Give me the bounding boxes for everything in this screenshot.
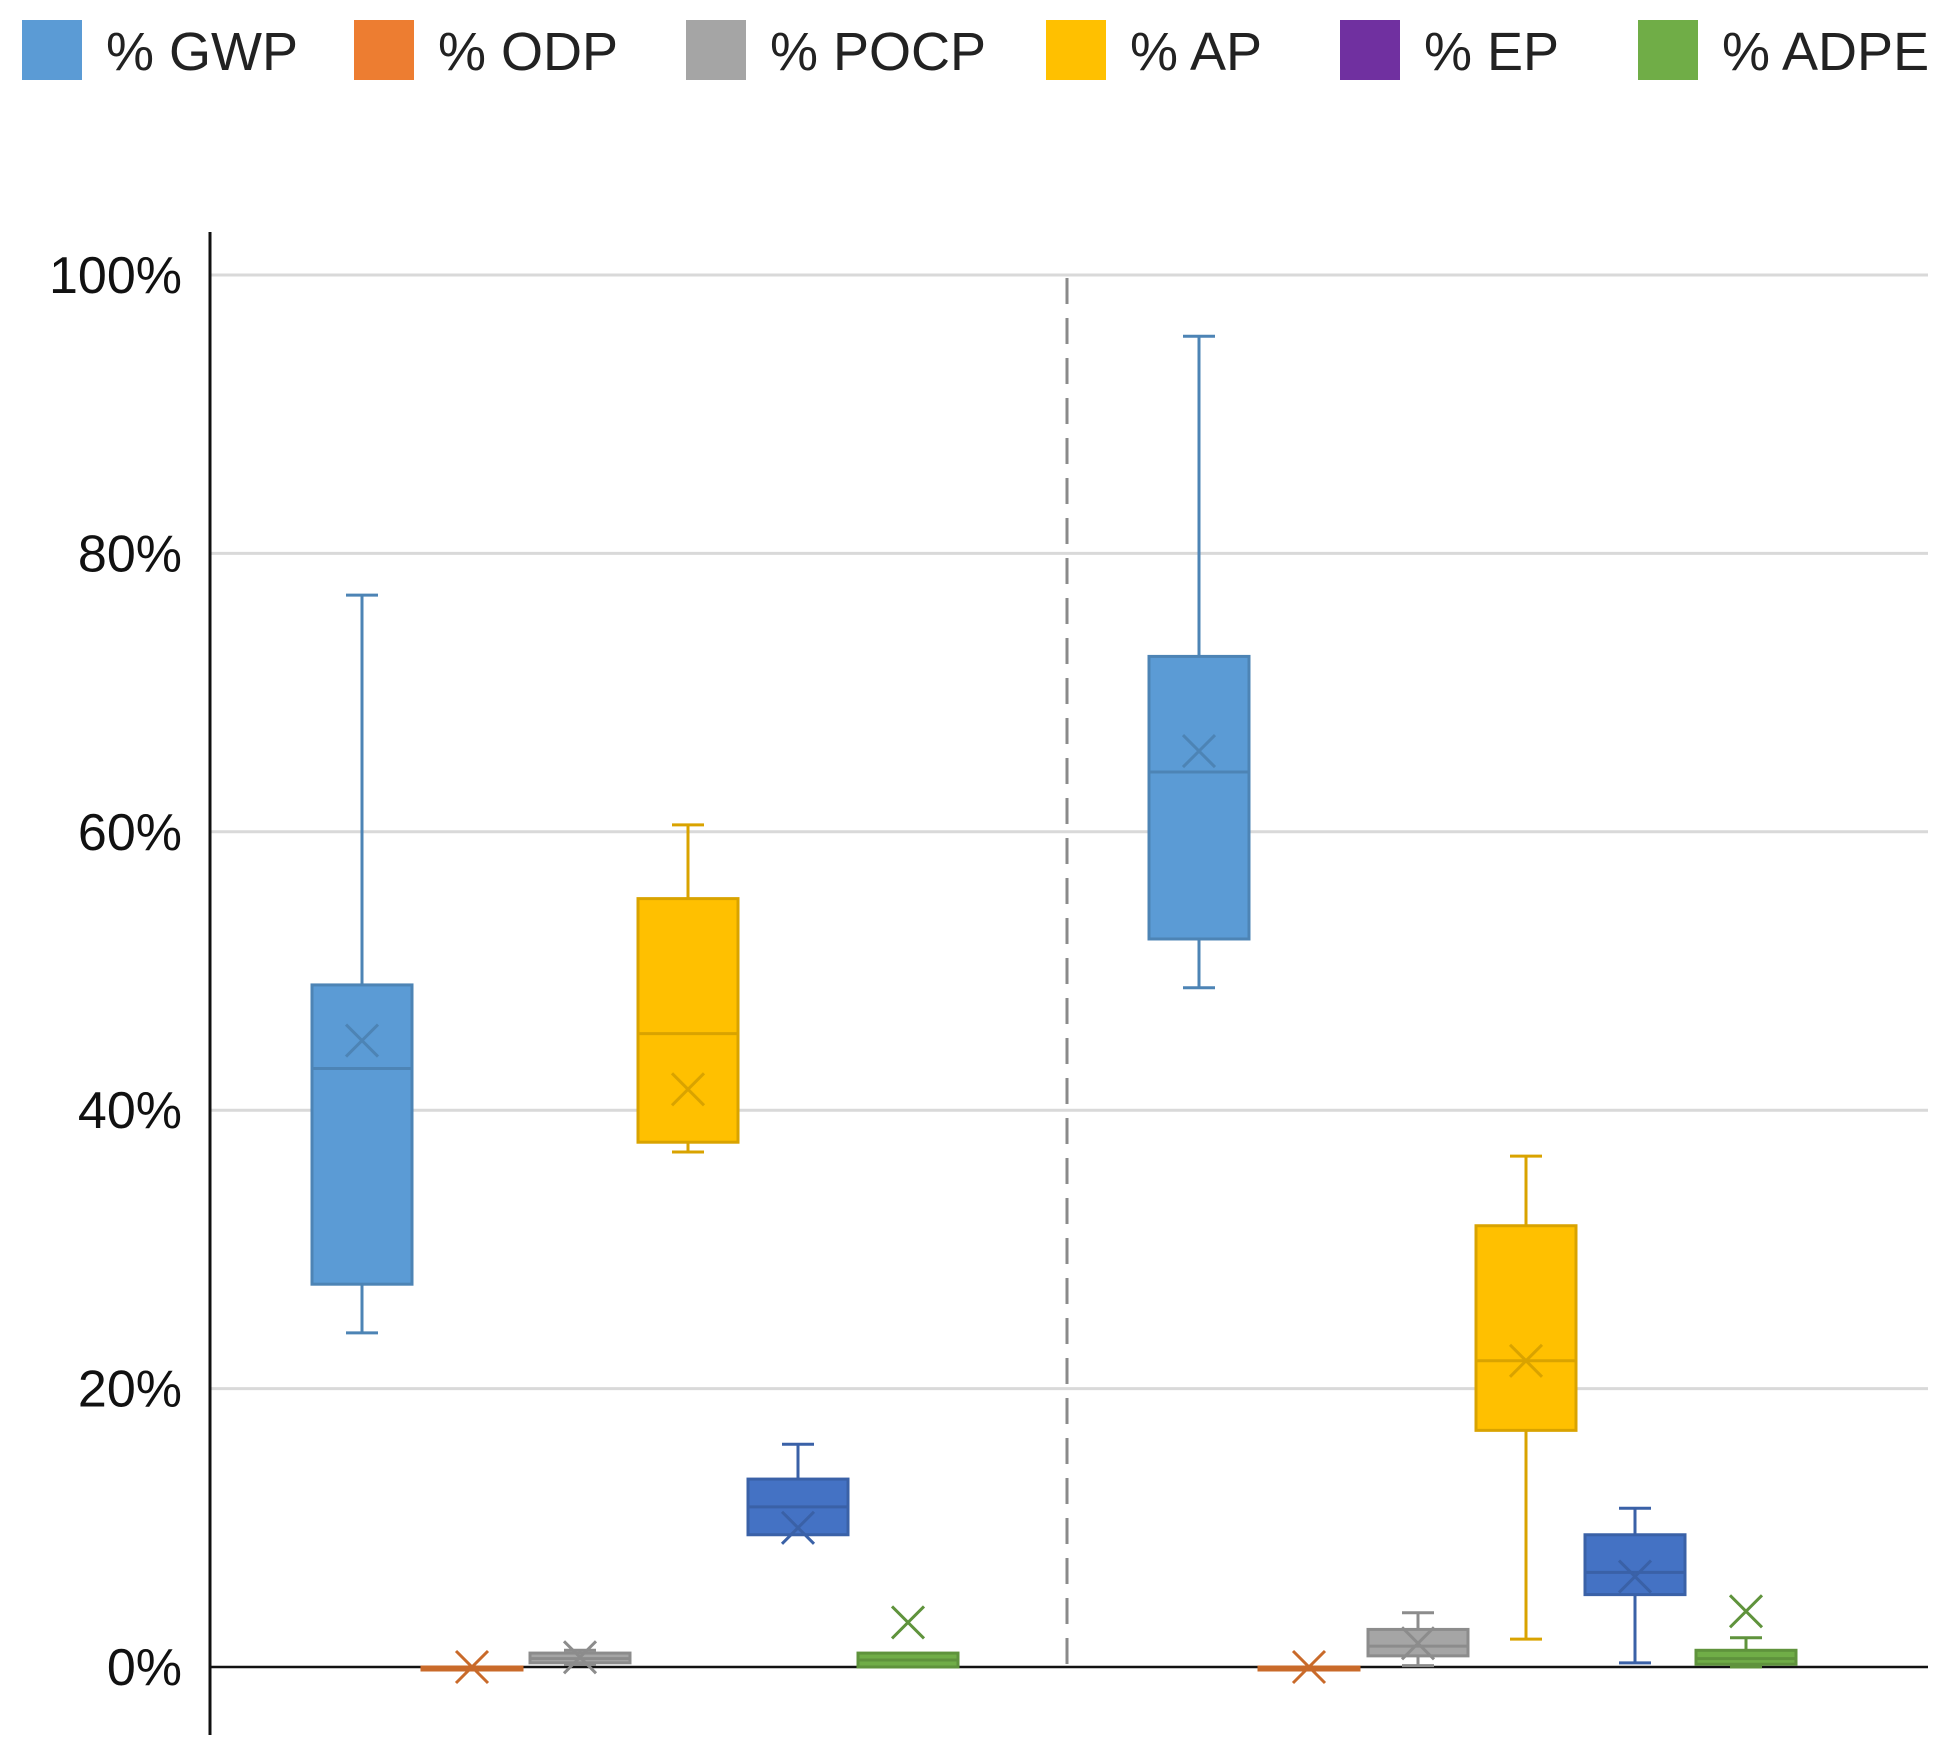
- legend-label-pocp: % POCP: [770, 22, 987, 82]
- mean-marker-ep-1: [780, 1510, 816, 1545]
- mean-marker-gwp-2: [1181, 734, 1217, 769]
- box-gwp-1: [310, 983, 414, 1286]
- box-ap-1: [636, 897, 740, 1144]
- mean-marker-ep-2: [1617, 1559, 1653, 1594]
- legend-swatch-pocp: [686, 20, 746, 80]
- y-tick-label: 60%: [78, 804, 182, 862]
- box-ap-2: [1474, 1224, 1578, 1432]
- legend-swatch-ep: [1340, 20, 1400, 80]
- y-tick-label: 100%: [49, 247, 182, 305]
- legend-label-ep: % EP: [1424, 22, 1560, 82]
- mean-marker-odp-1: [454, 1649, 490, 1685]
- legend-swatch-odp: [354, 20, 414, 80]
- legend-swatch-gwp: [22, 20, 82, 80]
- box-gwp-2: [1147, 654, 1251, 941]
- legend-label-gwp: % GWP: [106, 22, 299, 82]
- legend-swatch-adpe: [1638, 20, 1698, 80]
- legend-swatch-ap: [1046, 20, 1106, 80]
- legend-label-adpe: % ADPE: [1722, 22, 1930, 82]
- mean-marker-adpe-1: [890, 1605, 926, 1640]
- y-tick-label: 0%: [107, 1639, 182, 1697]
- mean-marker-ap-2: [1508, 1343, 1544, 1378]
- y-tick-label: 40%: [78, 1082, 182, 1140]
- mean-marker-gwp-1: [344, 1023, 380, 1058]
- mean-marker-adpe-2: [1728, 1594, 1764, 1629]
- mean-marker-odp-2: [1291, 1649, 1327, 1685]
- legend-label-odp: % ODP: [438, 22, 619, 82]
- box-ep-2: [1583, 1533, 1687, 1597]
- mean-marker-pocp-2: [1400, 1626, 1436, 1661]
- mean-marker-pocp-1: [562, 1640, 598, 1675]
- y-tick-label: 80%: [78, 525, 182, 583]
- legend-label-ap: % AP: [1130, 22, 1263, 82]
- mean-marker-ap-1: [670, 1072, 706, 1107]
- y-tick-label: 20%: [78, 1361, 182, 1419]
